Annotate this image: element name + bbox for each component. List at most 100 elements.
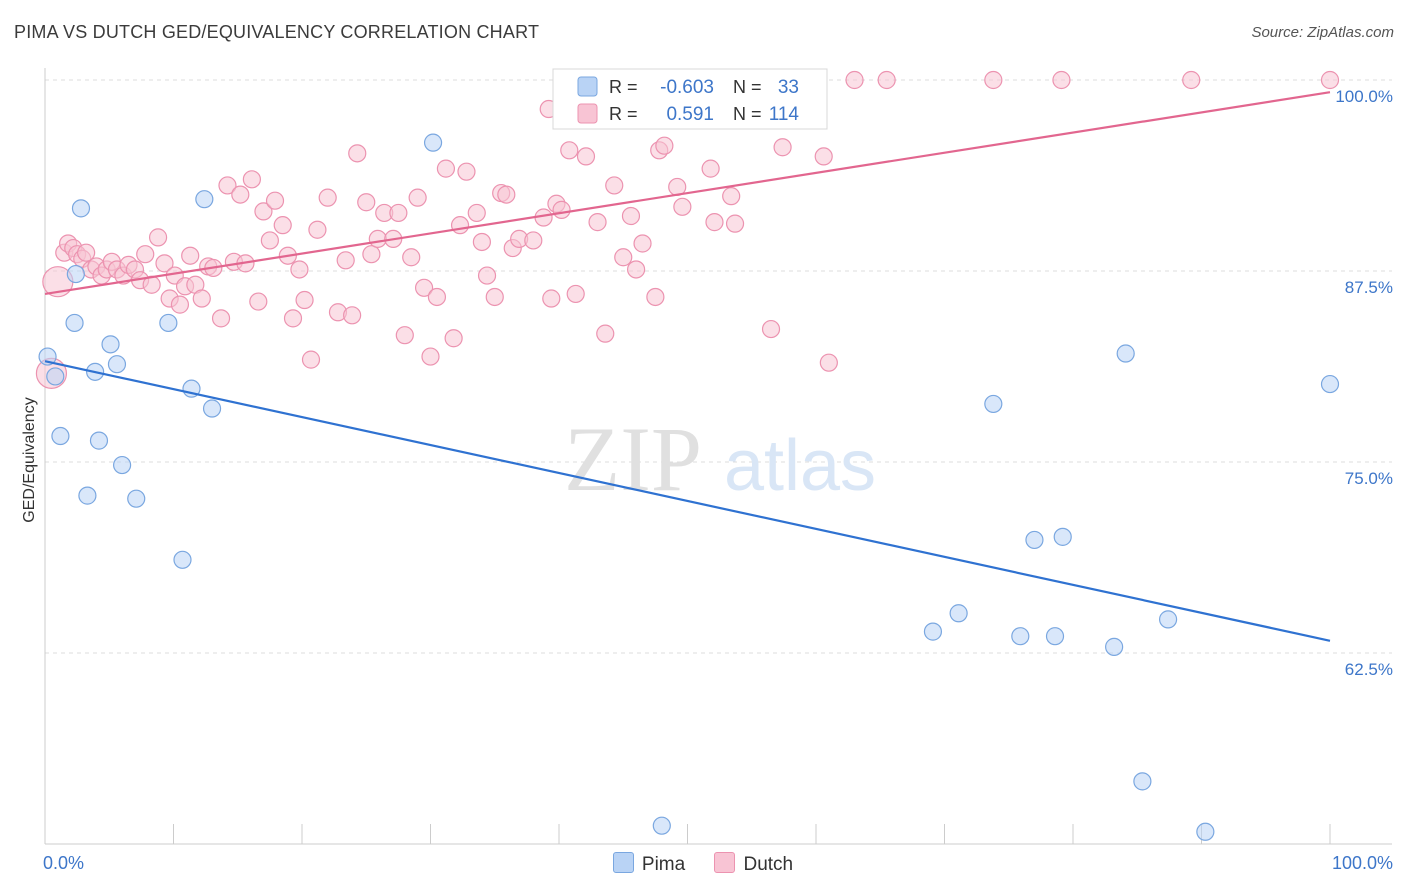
pima-point (1045, 627, 1065, 646)
dutch-point (477, 266, 497, 285)
legend-n-value-dutch: 114 (769, 104, 800, 125)
dutch-point (290, 260, 309, 279)
dutch-point (984, 70, 1003, 90)
dutch-point (362, 245, 381, 264)
chart-title: PIMA VS DUTCH GED/EQUIVALENCY CORRELATIO… (14, 22, 540, 42)
y-tick-label-1: 75.0% (1345, 469, 1393, 488)
y-tick-label-0: 62.5% (1345, 660, 1393, 679)
dutch-point (588, 213, 607, 232)
dutch-point (845, 70, 864, 90)
stats-legend-box (552, 68, 828, 130)
dutch-point (77, 243, 96, 262)
dutch-point (283, 309, 303, 328)
pima-point (652, 816, 671, 835)
dutch-point (357, 193, 376, 212)
dutch-point (436, 159, 456, 178)
dutch-point (136, 245, 155, 264)
dutch-point (389, 203, 408, 223)
dutch-point (485, 287, 504, 307)
y-tick-label-2: 87.5% (1345, 278, 1393, 297)
trend-lines (44, 91, 1331, 642)
pima-point (1105, 637, 1124, 656)
pima-point (101, 335, 120, 354)
pima-point (51, 426, 70, 446)
dutch-point (673, 197, 692, 216)
pima-point (159, 313, 178, 333)
bottom-legend: Pima Dutch (0, 852, 1406, 876)
watermark-atlas: atlas (724, 426, 876, 506)
pima-point (1025, 530, 1044, 550)
pima-point (173, 550, 192, 569)
pima-point (66, 264, 85, 284)
pima-point (107, 355, 127, 374)
dutch-point (814, 147, 833, 166)
dutch-point (155, 254, 174, 273)
dutch-point (301, 350, 321, 369)
chart-source: Source: ZipAtlas.com (1251, 24, 1394, 41)
dutch-point (444, 329, 463, 348)
dutch-trend-line (44, 91, 1331, 296)
dutch-point (605, 176, 624, 195)
legend-n-value-pima: 33 (778, 77, 799, 98)
pima-point (65, 313, 84, 333)
pima-point (202, 399, 222, 418)
dutch-point (318, 188, 337, 207)
pima-point (38, 347, 57, 366)
dutch-point (621, 206, 641, 226)
dutch-point (566, 284, 585, 304)
dutch-point (633, 234, 652, 253)
pima-point (195, 190, 214, 209)
dutch-point (295, 290, 314, 310)
dutch-point (1320, 70, 1340, 90)
dutch-point (260, 231, 279, 250)
dutch-point (701, 159, 720, 178)
dutch-point (414, 278, 434, 297)
y-tick-label-3: 100.0% (1335, 87, 1393, 106)
legend-r-value-pima: -0.603 (660, 77, 714, 98)
dutch-point (181, 246, 200, 265)
legend-n-label-pima: N = (733, 77, 762, 97)
axes (44, 68, 1392, 845)
dutch-point (231, 185, 250, 204)
pima-point (949, 604, 968, 623)
data-points (35, 70, 1340, 841)
dutch-point (408, 188, 427, 207)
x-tick-label-1: 100.0% (1332, 853, 1393, 873)
dutch-point (1052, 70, 1071, 90)
dutch-point (524, 231, 543, 250)
dutch-point (211, 309, 231, 328)
dutch-point (148, 228, 168, 247)
pima-point (89, 431, 109, 450)
dutch-point (646, 287, 665, 307)
legend-n-label-dutch: N = (733, 104, 762, 124)
pima-point (127, 489, 146, 508)
pima-point (71, 199, 91, 218)
dutch-point (614, 248, 633, 267)
pima-point (112, 455, 132, 475)
dutch-point (421, 347, 440, 366)
bottom-legend-swatch-pima (612, 852, 634, 873)
dutch-point (560, 141, 579, 160)
dutch-point (242, 170, 261, 189)
pima-point (1133, 772, 1152, 791)
legend-r-value-dutch: 0.591 (666, 104, 714, 125)
dutch-point (725, 214, 745, 233)
pima-point (1196, 822, 1215, 841)
dutch-point (402, 248, 421, 267)
dutch-point (576, 147, 596, 166)
bottom-legend-item-dutch: Dutch (714, 852, 793, 876)
dutch-point (457, 162, 476, 181)
dutch-point (596, 324, 615, 343)
pima-point (1011, 627, 1030, 646)
legend-swatch-pima (577, 76, 598, 97)
pima-point (46, 367, 65, 386)
dutch-point (542, 289, 561, 308)
pima-point (1116, 344, 1135, 363)
legend-swatch-dutch (577, 103, 598, 124)
dutch-point (472, 232, 491, 252)
dutch-point (467, 203, 486, 223)
pima-point (1320, 374, 1340, 394)
dutch-point (348, 144, 367, 163)
bottom-legend-label-dutch: Dutch (743, 854, 794, 875)
